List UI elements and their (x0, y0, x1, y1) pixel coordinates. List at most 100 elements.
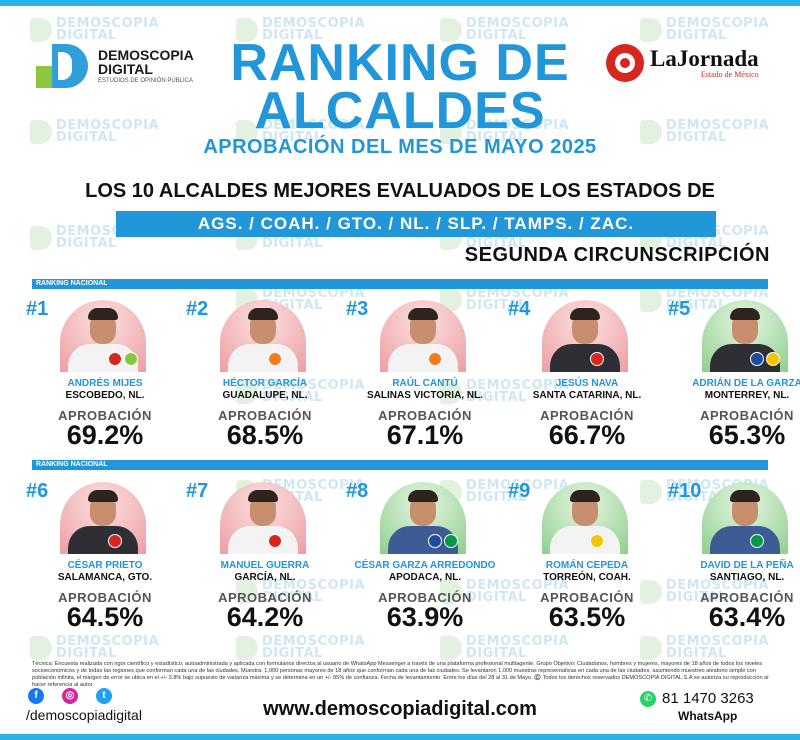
instagram-icon[interactable]: ◎ (62, 688, 78, 704)
party-logo-icon (108, 352, 122, 366)
twitter-icon[interactable]: t (96, 688, 112, 704)
ranking-bar-bottom: RANKING NACIONAL (32, 460, 768, 470)
mayor-hair (570, 308, 600, 320)
approval-label: APROBACIÓN (58, 590, 152, 605)
mayor-hair (408, 308, 438, 320)
approval-value: 63.4% (708, 602, 786, 632)
mayor-place: SALINAS VICTORIA, NL. (367, 390, 483, 401)
brand-tagline: ESTUDIOS DE OPINIÓN PÚBLICA (98, 78, 194, 84)
watermark-logo: DEMOSCOPIA DIGITAL (236, 16, 366, 43)
watermark-text: DEMOSCOPIA DIGITAL (262, 634, 366, 661)
ranking-bar-top: RANKING NACIONAL (32, 279, 768, 289)
jornada-seal-icon (606, 44, 644, 82)
ranking-label: RANKING NACIONAL (36, 461, 108, 468)
mayor-name: HÉCTOR GARCÍA (222, 378, 308, 389)
approval-label: APROBACIÓN (218, 590, 312, 605)
mayor-card: #3 RAÚL CANTÚ SALINAS VICTORIA, NL. APROBAC… (346, 298, 500, 458)
brand-logo: DEMOSCOPIA DIGITAL ESTUDIOS DE OPINIÓN P… (36, 44, 194, 88)
watermark-text: DEMOSCOPIA DIGITAL (466, 578, 570, 605)
watermark-text: DEMOSCOPIA DIGITAL (666, 286, 770, 313)
rank-number: #5 (668, 298, 691, 320)
party-logo-icon (750, 352, 764, 366)
watermark-text: DEMOSCOPIA DIGITAL (666, 118, 770, 145)
watermark-logo: DEMOSCOPIA DIGITAL (440, 478, 570, 505)
party-logo-icon (766, 352, 780, 366)
mayor-place: TORREÓN, COAH. (543, 572, 631, 583)
mayor-card: #8 CÉSAR GARZA ARREDONDO APODACA, NL. APROB… (346, 480, 500, 640)
mayor-place: GARCÍA, NL. (234, 572, 296, 583)
party-logo-icon (124, 352, 138, 366)
watermark-text: DEMOSCOPIA DIGITAL (466, 478, 570, 505)
page-title-line2: ALCALDES (254, 82, 546, 140)
mayor-torso (388, 344, 458, 372)
party-logo-icon (108, 534, 122, 548)
partner-logo: LaJornada Estado de México (606, 44, 759, 82)
mayor-photo (380, 300, 466, 372)
mayor-place: MONTERREY, NL. (704, 390, 790, 401)
watermark-text: DEMOSCOPIA DIGITAL (466, 634, 570, 661)
mayor-place: ESCOBEDO, NL. (65, 390, 145, 401)
watermark-logo: DEMOSCOPIA DIGITAL (640, 286, 770, 313)
rank-number: #3 (346, 298, 369, 320)
watermark-logo: DEMOSCOPIA DIGITAL (640, 634, 770, 661)
rank-number: #7 (186, 480, 209, 502)
demoscopia-logo-icon (36, 44, 92, 88)
mayor-hair (248, 308, 278, 320)
mayor-photo (542, 300, 628, 372)
approval-label: APROBACIÓN (540, 408, 634, 423)
mayor-name: ROMÁN CEPEDA (545, 560, 629, 571)
watermark-logo: DEMOSCOPIA DIGITAL (236, 634, 366, 661)
party-logo-icon (750, 534, 764, 548)
watermark-text: DEMOSCOPIA DIGITAL (466, 16, 570, 43)
mayor-name: CÉSAR PRIETO (67, 560, 143, 571)
watermark-text: DEMOSCOPIA DIGITAL (666, 634, 770, 661)
mayor-place: SANTIAGO, NL. (709, 572, 785, 583)
watermark-text: DEMOSCOPIA DIGITAL (56, 634, 160, 661)
mayor-place: GUADALUPE, NL. (222, 390, 308, 401)
rank-number: #8 (346, 480, 369, 502)
technical-note: Técnica: Encuesta realizada con rigor ci… (32, 661, 769, 688)
watermark-text: DEMOSCOPIA DIGITAL (666, 578, 770, 605)
approval-label: APROBACIÓN (540, 590, 634, 605)
page-title-line1: RANKING DE (230, 34, 570, 92)
watermark-text: DEMOSCOPIA DIGITAL (466, 378, 570, 405)
partner-name: LaJornada (650, 45, 759, 71)
mayor-place: APODACA, NL. (388, 572, 462, 583)
approval-value: 67.1% (386, 420, 464, 450)
rank-number: #6 (26, 480, 49, 502)
party-logo-icon (428, 352, 442, 366)
mayor-torso (550, 344, 620, 372)
mayor-torso (68, 526, 138, 554)
phone-number: 81 1470 3263 (662, 690, 754, 707)
mayor-photo (542, 482, 628, 554)
watermark-logo: DEMOSCOPIA DIGITAL (640, 17, 769, 42)
mayor-name: DAVID DE LA PEÑA (700, 560, 794, 571)
mayor-card: #6 CÉSAR PRIETO SALAMANCA, GTO. APROBACIÓN 6… (26, 480, 180, 640)
watermark-logo: DEMOSCOPIA DIGITAL (236, 578, 366, 605)
circumscription: SEGUNDA CIRCUNSCRIPCIÓN (464, 244, 770, 266)
watermark-logo: DEMOSCOPIA DIGITAL (30, 634, 160, 661)
social-handle[interactable]: /demoscopiadigital (26, 707, 142, 723)
mayor-name: ANDRÉS MIJES (67, 378, 143, 389)
website-link[interactable]: www.demoscopiadigital.com (263, 698, 537, 720)
mayor-card: #4 JESÚS NAVA SANTA CATARINA, NL. APROBACIÓ… (508, 298, 662, 458)
whatsapp-contact[interactable]: ✆ 81 1470 3263 (640, 690, 754, 707)
mayor-hair (248, 490, 278, 502)
rank-number: #1 (26, 298, 49, 320)
ranking-label: RANKING NACIONAL (36, 280, 108, 287)
mayor-place: SANTA CATARINA, NL. (532, 390, 642, 401)
approval-value: 63.5% (548, 602, 626, 632)
watermark-text: DEMOSCOPIA DIGITAL (262, 16, 366, 43)
watermark-text: DEMOSCOPIA DIGITAL (262, 118, 366, 145)
watermark-logo: DEMOSCOPIA DIGITAL (640, 118, 770, 145)
rank-number: #9 (508, 480, 531, 502)
party-logo-icon (268, 534, 282, 548)
mayor-hair (730, 490, 760, 502)
facebook-icon[interactable]: f (28, 688, 44, 704)
watermark-text: DEMOSCOPIA DIGITAL (262, 578, 366, 605)
watermark-logo: DEMOSCOPIA DIGITAL (440, 578, 570, 605)
top-accent-bar (0, 0, 800, 6)
approval-value: 66.7% (548, 420, 626, 450)
approval-label: APROBACIÓN (700, 590, 794, 605)
social-links: f ◎ t (28, 688, 112, 704)
